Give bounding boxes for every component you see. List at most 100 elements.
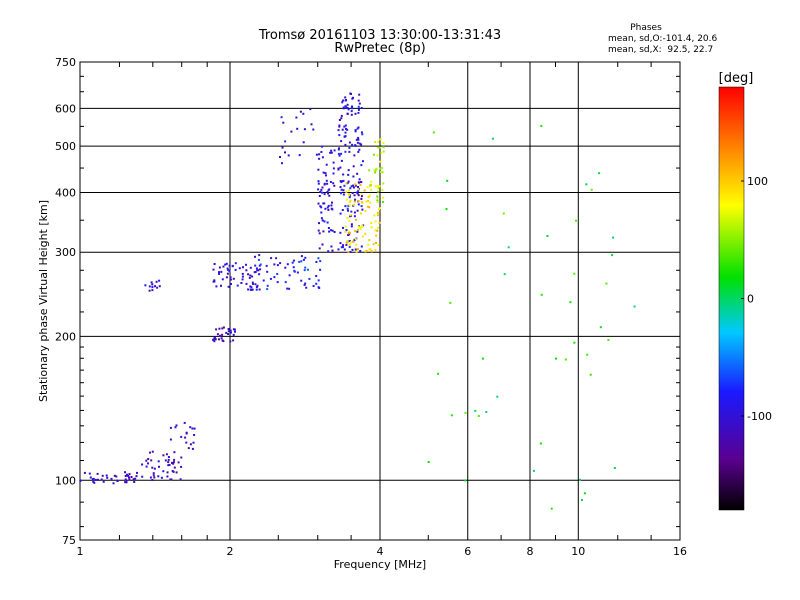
data-point xyxy=(151,283,154,286)
data-point xyxy=(157,475,160,478)
data-point xyxy=(241,275,244,278)
data-point xyxy=(238,267,241,270)
data-point xyxy=(367,200,370,203)
x-tick-label: 10 xyxy=(571,545,585,558)
data-point xyxy=(225,276,228,279)
data-point xyxy=(158,279,161,282)
data-point xyxy=(165,453,168,456)
data-point xyxy=(315,153,318,156)
data-point xyxy=(344,96,347,99)
data-point xyxy=(581,499,583,501)
data-point xyxy=(230,331,232,334)
data-point xyxy=(251,275,254,278)
data-point xyxy=(212,280,215,283)
data-point xyxy=(491,137,494,140)
data-point xyxy=(302,258,305,261)
data-point xyxy=(247,273,250,276)
data-point xyxy=(303,283,306,286)
data-point xyxy=(367,196,370,199)
data-point xyxy=(125,479,128,482)
data-point xyxy=(156,286,159,289)
data-point xyxy=(550,507,553,510)
data-point xyxy=(324,207,327,210)
data-point xyxy=(88,472,91,475)
data-point xyxy=(164,459,167,462)
data-point xyxy=(292,266,295,269)
y-tick-label: 100 xyxy=(55,474,76,487)
data-point xyxy=(317,168,320,171)
data-point xyxy=(357,126,360,129)
data-point xyxy=(232,333,235,336)
data-point xyxy=(330,207,333,210)
data-point xyxy=(555,357,558,360)
data-point xyxy=(344,205,347,208)
data-point xyxy=(347,108,350,111)
data-point xyxy=(308,277,311,280)
data-point xyxy=(351,248,354,251)
data-point xyxy=(280,116,283,119)
data-point xyxy=(348,150,351,153)
data-point xyxy=(342,99,345,102)
y-axis-label: Stationary phase Virtual Height [km] xyxy=(37,200,50,402)
data-point xyxy=(345,241,348,244)
data-point xyxy=(342,106,345,109)
data-point xyxy=(339,212,342,215)
data-point xyxy=(364,232,367,235)
data-point xyxy=(299,110,302,113)
data-point xyxy=(255,288,258,291)
colorbar-tick-label: 0 xyxy=(747,293,754,306)
data-point xyxy=(348,146,351,149)
data-point xyxy=(464,411,467,414)
data-point xyxy=(158,465,160,468)
data-point xyxy=(175,471,178,474)
data-point xyxy=(449,301,452,304)
data-point xyxy=(317,182,320,185)
data-point xyxy=(221,327,224,330)
data-point xyxy=(583,492,586,495)
y-tick-label: 300 xyxy=(55,246,76,259)
data-point xyxy=(193,434,196,436)
data-point xyxy=(125,481,128,484)
data-point xyxy=(325,179,328,182)
data-point xyxy=(356,209,359,212)
data-point xyxy=(174,426,177,429)
data-point xyxy=(374,171,377,174)
data-point xyxy=(446,179,449,182)
data-point xyxy=(269,277,272,280)
data-point xyxy=(153,467,156,470)
data-point xyxy=(360,245,363,248)
data-point xyxy=(251,281,254,284)
data-point xyxy=(284,281,287,284)
data-point xyxy=(287,154,290,157)
data-point xyxy=(348,204,351,207)
data-point xyxy=(332,172,335,175)
data-point xyxy=(193,427,196,430)
data-point xyxy=(220,337,223,340)
data-point xyxy=(170,478,173,481)
data-point xyxy=(300,260,303,263)
data-point xyxy=(259,268,262,271)
data-point xyxy=(250,286,253,289)
data-point xyxy=(374,229,377,232)
data-point xyxy=(369,183,372,186)
data-point xyxy=(378,208,380,211)
data-point xyxy=(374,169,377,172)
data-point xyxy=(540,125,543,127)
data-point xyxy=(83,471,86,474)
data-point xyxy=(356,141,359,144)
data-point xyxy=(171,461,173,464)
data-point xyxy=(346,107,349,109)
axis-ticks: 1 2 4 6 8 10 16 75 100 200 300 400 500 600 750 xyxy=(55,56,687,558)
data-point xyxy=(326,182,329,185)
data-point xyxy=(540,293,543,296)
data-point xyxy=(184,436,187,439)
data-point xyxy=(166,471,169,474)
data-point xyxy=(231,264,234,267)
data-point xyxy=(348,240,351,242)
data-point xyxy=(318,153,321,156)
data-point xyxy=(135,475,138,478)
data-point xyxy=(363,189,366,192)
data-point xyxy=(358,178,361,181)
x-tick-label: 1 xyxy=(77,545,84,558)
data-point xyxy=(437,372,440,375)
